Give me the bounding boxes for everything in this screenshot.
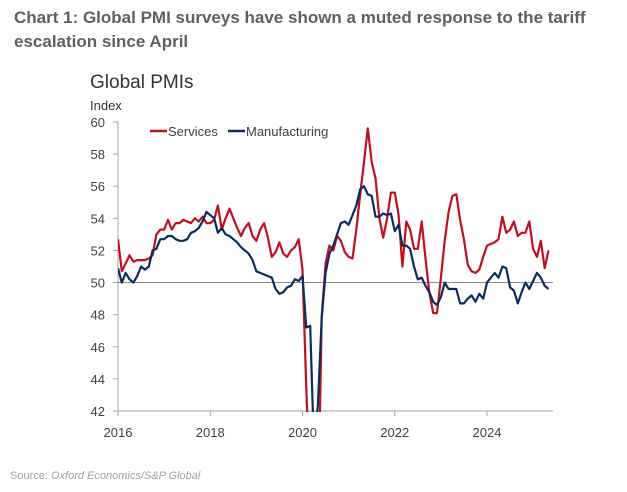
y-tick-label: 48: [91, 308, 105, 323]
x-tick-label: 2024: [473, 425, 502, 440]
series-line-services: [118, 127, 550, 412]
axes: 42 44 46 48 50 52 54 56 58 60 2016 2018 2020 2022 2024: [91, 115, 553, 440]
y-tick-label: 54: [91, 211, 105, 226]
x-tick-label: 2016: [104, 425, 133, 440]
series-group: [118, 127, 550, 412]
y-tick-label: 60: [91, 115, 105, 130]
x-tick-label: 2022: [380, 425, 409, 440]
source-note: Source: Oxford Economics/S&P Global: [10, 470, 200, 482]
legend-label-manufacturing: Manufacturing: [246, 124, 328, 139]
y-tick-label: 58: [91, 147, 105, 162]
y-axis-label: Index: [90, 98, 122, 113]
source-prefix: Source:: [10, 470, 51, 482]
x-tick-label: 2020: [288, 425, 317, 440]
series-line-manufacturing: [118, 185, 550, 412]
y-tick-label: 52: [91, 243, 105, 258]
y-tick-label: 50: [91, 276, 105, 291]
x-tick-label: 2018: [196, 425, 225, 440]
source-text: Oxford Economics/S&P Global: [50, 470, 201, 482]
legend-label-services: Services: [168, 124, 218, 139]
legend: Services Manufacturing: [150, 124, 328, 139]
y-tick-label: 44: [91, 372, 105, 387]
chart-title: Global PMIs: [90, 72, 194, 93]
y-tick-label: 56: [91, 179, 105, 194]
chart-heading: Chart 1: Global PMI surveys have shown a…: [14, 8, 586, 51]
y-tick-label: 42: [91, 404, 105, 419]
y-tick-label: 46: [91, 340, 105, 355]
